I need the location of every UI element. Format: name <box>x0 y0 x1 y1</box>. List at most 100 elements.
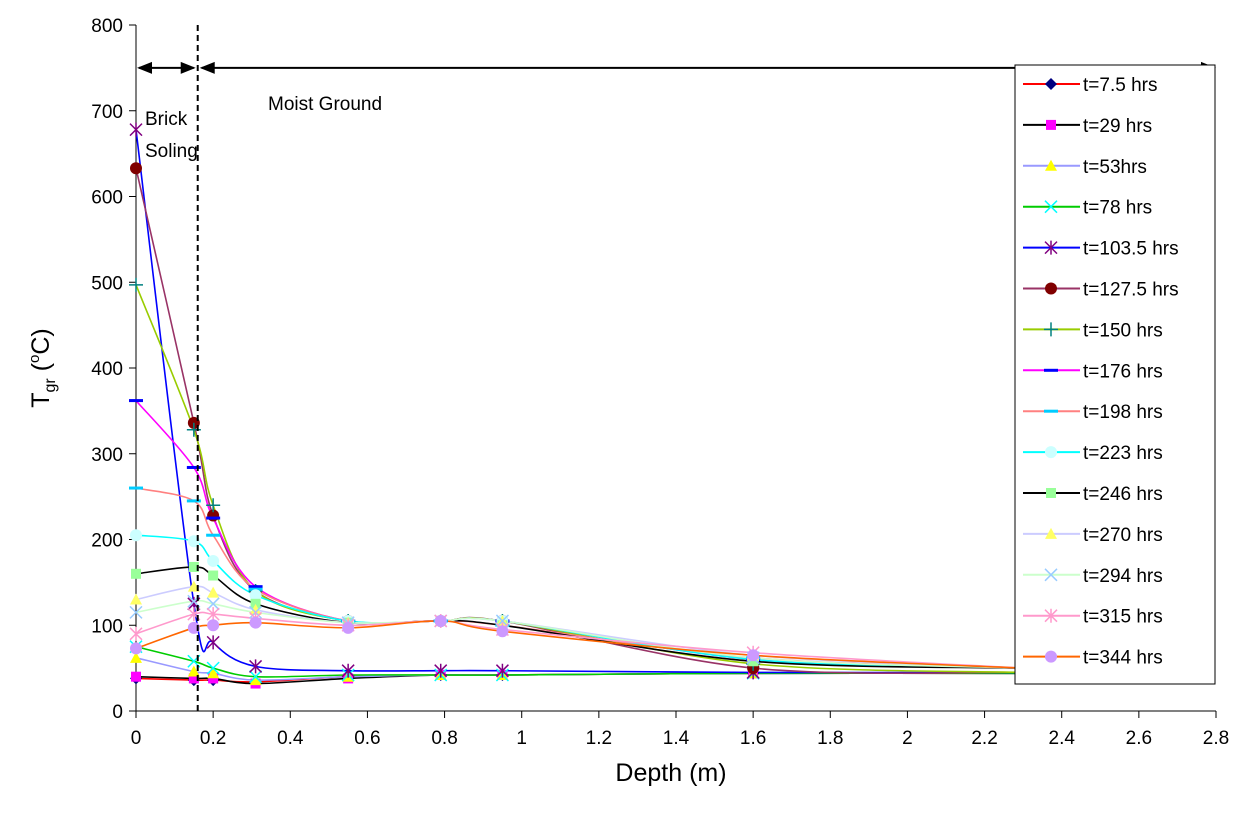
data-point <box>250 598 261 609</box>
data-point <box>248 587 263 591</box>
x-tick-label: 0.6 <box>354 728 380 749</box>
series-line-11 <box>135 566 1024 669</box>
data-point <box>188 561 199 572</box>
x-tick-label: 1.6 <box>740 728 766 749</box>
data-point <box>188 673 199 684</box>
data-point <box>129 277 143 292</box>
legend-item: t=127.5 hrs <box>1023 280 1179 301</box>
x-tick-label: 0 <box>131 728 142 749</box>
legend-label: t=246 hrs <box>1083 484 1163 505</box>
series-line-8 <box>135 400 1024 669</box>
brick-soling-label-line1: Brick <box>145 109 188 130</box>
x-tick-label: 1.8 <box>817 728 843 749</box>
y-tick-label: 100 <box>91 616 123 637</box>
data-point <box>206 661 220 675</box>
legend-item: t=246 hrs <box>1023 484 1163 505</box>
y-tick-label: 400 <box>91 359 123 380</box>
data-point <box>131 568 141 579</box>
data-point <box>747 649 760 662</box>
data-point <box>186 465 201 469</box>
legend-label: t=78 hrs <box>1083 198 1152 219</box>
data-point <box>129 626 143 641</box>
legend-item: t=344 hrs <box>1023 648 1163 669</box>
y-axis-title-degree: o <box>26 355 43 363</box>
y-tick-label: 0 <box>112 702 123 723</box>
data-point <box>129 122 143 137</box>
data-point <box>249 659 263 674</box>
data-point <box>207 667 220 679</box>
legend-swatch-marker <box>1044 409 1058 413</box>
data-point <box>434 614 447 627</box>
legend-swatch-marker <box>1045 282 1057 295</box>
legend-swatch-marker <box>1044 608 1058 623</box>
legend-label: t=103.5 hrs <box>1083 239 1179 260</box>
x-tick-label: 2.8 <box>1203 728 1229 749</box>
x-tick-label: 0.4 <box>277 728 304 749</box>
legend-item: t=294 hrs <box>1023 566 1163 587</box>
legend-label: t=344 hrs <box>1083 648 1163 669</box>
data-point <box>207 586 220 598</box>
data-point <box>206 533 221 537</box>
y-tick-label: 300 <box>91 445 123 466</box>
series-line-9 <box>135 487 1024 669</box>
legend-label: t=29 hrs <box>1083 116 1152 137</box>
legend-item: t=53hrs <box>1023 157 1147 178</box>
legend-label: t=270 hrs <box>1083 525 1163 546</box>
series-line-5 <box>135 129 1024 674</box>
data-point <box>131 671 141 682</box>
data-point <box>496 625 509 638</box>
legend-swatch-marker <box>1045 78 1057 90</box>
x-tick-label: 0.8 <box>431 728 457 749</box>
legend-label: t=315 hrs <box>1083 607 1163 628</box>
data-point <box>249 616 262 629</box>
x-tick-label: 2 <box>902 728 913 749</box>
data-point <box>748 656 759 667</box>
data-point <box>129 605 143 619</box>
data-point <box>495 663 509 678</box>
series-group <box>129 122 1024 689</box>
data-point <box>249 670 263 684</box>
data-point <box>186 499 201 503</box>
legend-swatch-marker <box>1046 488 1056 498</box>
legend-item: t=7.5 hrs <box>1023 75 1157 96</box>
x-tick-label: 2.4 <box>1049 728 1076 749</box>
legend-swatch-marker <box>1045 527 1057 539</box>
legend-swatch-marker <box>1045 446 1057 459</box>
series-line-4 <box>135 645 1024 678</box>
data-point <box>206 607 220 622</box>
x-tick-label: 1 <box>516 728 527 749</box>
legend-label: t=127.5 hrs <box>1083 280 1179 301</box>
data-point <box>207 554 220 567</box>
data-point <box>206 516 221 520</box>
y-axis-title-sub: gr <box>42 378 59 393</box>
data-point <box>208 673 219 684</box>
y-tick-label: 200 <box>91 531 123 552</box>
y-axis-title-unit-close: C) <box>27 328 55 354</box>
data-point <box>129 486 143 490</box>
axes-group: 0 100 200 300 400 500 600 700 800 0 0.2 0.4 0.6 0.8 1 1… <box>26 16 1229 787</box>
data-point <box>342 621 355 634</box>
legend-swatch-marker <box>1044 200 1058 214</box>
legend-swatch-marker <box>1046 119 1056 130</box>
x-tick-label: 2.2 <box>971 728 997 749</box>
data-point <box>341 663 355 678</box>
legend-label: t=176 hrs <box>1083 361 1163 382</box>
annotations-group: Brick Soling Moist Ground <box>137 25 1216 711</box>
data-point <box>208 570 219 581</box>
data-point <box>207 619 220 632</box>
legend-item: t=103.5 hrs <box>1023 239 1179 260</box>
data-point <box>130 593 142 605</box>
legend-swatch-marker <box>1044 368 1058 372</box>
legend-label: t=53hrs <box>1083 157 1147 178</box>
data-point <box>434 663 448 678</box>
y-tick-label: 800 <box>91 16 123 37</box>
series-line-10 <box>135 534 1024 669</box>
legend-label: t=7.5 hrs <box>1083 75 1157 96</box>
data-point <box>249 674 262 686</box>
legend-item: t=270 hrs <box>1023 525 1163 546</box>
legend-swatch-marker <box>1044 568 1058 582</box>
brick-soling-label-line2: Soling <box>145 141 198 162</box>
data-point <box>130 642 142 655</box>
